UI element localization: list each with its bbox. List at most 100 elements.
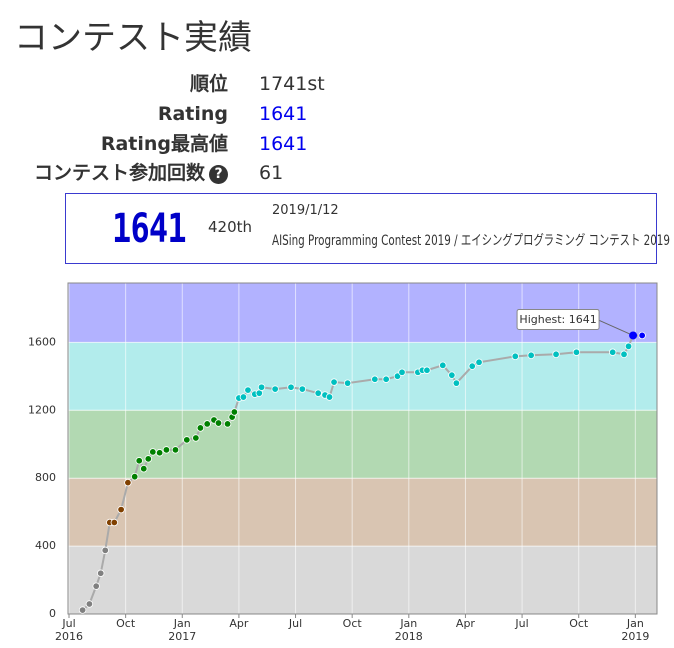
rating-point bbox=[439, 361, 447, 370]
x-tick-year: 2018 bbox=[395, 630, 423, 643]
rating-point bbox=[110, 518, 119, 527]
rating-point bbox=[468, 362, 476, 370]
y-tick-label: 0 bbox=[49, 607, 56, 620]
profile-label: コンテスト参加回数 bbox=[33, 162, 205, 184]
rating-point bbox=[423, 366, 431, 374]
rating-point bbox=[271, 385, 279, 393]
rating-point bbox=[244, 386, 252, 394]
rating-band bbox=[68, 546, 657, 614]
x-tick-label: Apr bbox=[229, 617, 249, 630]
highest-point bbox=[629, 331, 638, 340]
latest-contest[interactable]: AISing Programming Contest 2019 / エイシングプ… bbox=[272, 233, 670, 249]
profile-label: Rating最高値 bbox=[100, 133, 228, 155]
rating-point bbox=[149, 448, 157, 456]
rating-point bbox=[223, 420, 232, 428]
x-tick-label: Jul bbox=[61, 617, 75, 630]
y-tick-label: 1200 bbox=[28, 403, 56, 416]
rating-point bbox=[214, 419, 223, 427]
x-tick-label: Oct bbox=[343, 617, 363, 630]
rating-point bbox=[101, 546, 109, 555]
rating-point bbox=[171, 446, 180, 454]
x-tick-label: Jan bbox=[173, 617, 191, 630]
y-tick-label: 1600 bbox=[28, 335, 56, 348]
rating-point bbox=[624, 342, 633, 351]
profile-label: 順位 bbox=[189, 73, 228, 95]
rating-point bbox=[511, 352, 519, 361]
rating-point bbox=[398, 368, 406, 376]
rating-point bbox=[475, 358, 483, 366]
rating-point bbox=[117, 505, 125, 514]
rating-point bbox=[155, 449, 164, 457]
rating-point bbox=[85, 600, 94, 608]
profile-row: 順位 1741st bbox=[0, 70, 674, 98]
rating-point bbox=[130, 472, 139, 481]
rating-point bbox=[325, 393, 334, 401]
rating-point bbox=[287, 383, 295, 391]
rating-point bbox=[448, 371, 456, 379]
y-tick-label: 400 bbox=[35, 539, 56, 552]
help-icon[interactable]: ? bbox=[209, 165, 228, 184]
rating-point bbox=[371, 375, 379, 383]
rating-point bbox=[343, 379, 352, 387]
rating-point bbox=[144, 455, 152, 463]
rating-point bbox=[608, 348, 617, 356]
x-tick-label: Jan bbox=[626, 617, 644, 630]
plot-frame bbox=[67, 282, 658, 615]
rating-point bbox=[78, 606, 87, 614]
profile-value: 1741st bbox=[259, 73, 325, 95]
rating-point bbox=[382, 375, 390, 383]
page-title: コンテスト実績 bbox=[14, 18, 252, 58]
rating-point bbox=[527, 351, 535, 360]
rating-point bbox=[452, 379, 461, 387]
rating-point bbox=[620, 350, 628, 358]
rating-band bbox=[68, 410, 657, 479]
rating-point bbox=[92, 582, 100, 590]
rating-point bbox=[298, 385, 307, 393]
rating-point bbox=[257, 383, 266, 391]
rating-point bbox=[192, 434, 200, 442]
profile-value: 61 bbox=[259, 162, 284, 184]
rating-point bbox=[196, 424, 205, 432]
rating-point bbox=[162, 446, 171, 454]
x-tick-label: Jul bbox=[288, 617, 302, 630]
x-tick-label: Apr bbox=[456, 617, 476, 630]
x-tick-year: 2016 bbox=[55, 630, 83, 643]
annotation-leader bbox=[596, 318, 634, 336]
rating-point bbox=[330, 378, 338, 386]
x-tick-label: Jan bbox=[399, 617, 417, 630]
rating-point bbox=[203, 420, 211, 428]
profile-row: Rating最高値 1641 bbox=[0, 130, 674, 158]
profile-label: Rating bbox=[157, 103, 228, 125]
rating-point bbox=[230, 408, 239, 416]
profile-row: Rating 1641 bbox=[0, 100, 674, 128]
rating-point bbox=[314, 389, 322, 397]
y-tick-label: 800 bbox=[35, 471, 56, 484]
profile-value: 1641 bbox=[259, 133, 308, 155]
rating-point bbox=[239, 393, 248, 401]
rating-point bbox=[135, 457, 143, 465]
latest-rank: 420th bbox=[208, 218, 253, 236]
rating-point bbox=[572, 348, 581, 356]
rating-band bbox=[68, 478, 657, 547]
x-tick-label: Jul bbox=[514, 617, 528, 630]
x-tick-label: Oct bbox=[116, 617, 136, 630]
rating-point bbox=[97, 569, 105, 577]
rating-point bbox=[124, 478, 132, 487]
x-tick-year: 2017 bbox=[168, 630, 196, 643]
latest-rating: 1641 bbox=[112, 206, 187, 252]
rating-point bbox=[552, 350, 560, 358]
latest-date: 2019/1/12 bbox=[272, 203, 339, 218]
profile-label-wrap: コンテスト参加回数? bbox=[34, 159, 228, 187]
rating-point bbox=[140, 464, 148, 473]
x-tick-year: 2019 bbox=[621, 630, 649, 643]
profile-row: コンテスト参加回数? 61 bbox=[0, 159, 674, 187]
latest-contest-box: 1641 420th 2019/1/12 AISing Programming … bbox=[65, 193, 670, 264]
rating-point bbox=[183, 436, 191, 444]
annotation-box bbox=[516, 308, 600, 330]
profile-value: 1641 bbox=[259, 103, 308, 125]
x-tick-label: Oct bbox=[569, 617, 589, 630]
rating-point bbox=[638, 331, 646, 340]
annotation-text: Highest: 1641 bbox=[519, 313, 596, 326]
